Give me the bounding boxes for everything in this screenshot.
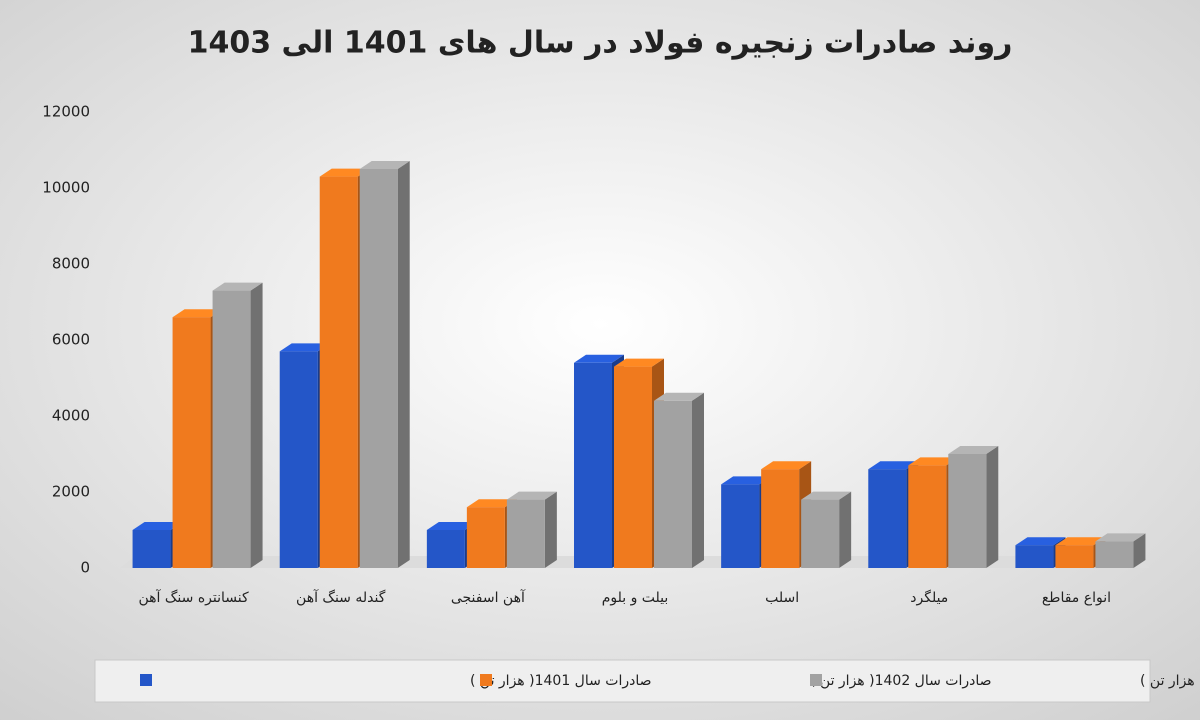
bar-top [574, 354, 624, 363]
bar-top [212, 282, 263, 291]
bar [1095, 541, 1134, 568]
bar-top [1015, 537, 1066, 546]
bar-side [544, 491, 557, 568]
x-tick-label: گندله سنگ آهن [296, 589, 386, 606]
x-tick-label: بیلت و بلوم [602, 590, 669, 606]
bar [868, 469, 907, 568]
bar-top [279, 343, 330, 352]
bar [279, 351, 318, 568]
bar-side [692, 392, 704, 568]
bar-top [1095, 533, 1146, 542]
bar [172, 317, 211, 568]
bar-side [1133, 533, 1146, 568]
bar [466, 507, 505, 568]
bar-top [908, 457, 959, 466]
bar-top [506, 491, 557, 500]
bar-top [359, 161, 410, 169]
bar [574, 362, 612, 568]
bar-top [868, 461, 919, 470]
y-tick-label: 8000 [52, 255, 90, 273]
legend-box [94, 659, 1151, 703]
y-tick-label: 0 [80, 559, 90, 577]
bar [654, 400, 692, 568]
bar-side [397, 161, 410, 568]
bar [948, 454, 987, 568]
y-tick-label: 4000 [52, 407, 90, 425]
y-tick-label: 10000 [42, 179, 90, 197]
bar-side [250, 282, 263, 568]
y-tick-label: 2000 [52, 483, 90, 501]
y-tick-label: 12000 [42, 103, 90, 121]
bar-side [839, 491, 852, 568]
legend-swatch [480, 674, 492, 686]
legend-label: صادرات سال 1401( هزار تن ) [470, 673, 652, 689]
x-tick-label: اسلب [765, 590, 799, 606]
bar [359, 169, 398, 568]
bar [212, 290, 251, 568]
bar-top [801, 491, 852, 500]
bar [721, 484, 760, 568]
bar [132, 530, 171, 568]
bar [1055, 545, 1094, 568]
bar [426, 530, 465, 568]
x-tick-label: میلگرد [910, 589, 948, 606]
bar-top [761, 461, 812, 470]
bar-top [426, 522, 477, 530]
bar-top [654, 392, 704, 401]
bar [614, 366, 652, 568]
bar-top [172, 309, 223, 318]
legend-label: صادرات سال 1402( هزار تن ) [810, 673, 992, 689]
bar [801, 499, 840, 568]
x-tick-label: انواع مقاطع [1042, 590, 1111, 606]
y-tick-label: 6000 [52, 331, 90, 349]
bar [761, 469, 800, 568]
bar-top [948, 446, 999, 454]
x-tick-label: آهن اسفنجی [451, 589, 526, 606]
bar-top [614, 358, 664, 367]
bar [506, 499, 545, 568]
bar-top [466, 499, 517, 508]
bar-side [986, 446, 999, 568]
bar-top [721, 476, 772, 485]
legend-label: صادرات سال 1403( هزار تن ) [1140, 673, 1200, 689]
legend-swatch [140, 674, 152, 686]
bar [1015, 545, 1054, 568]
bar [319, 176, 358, 568]
bar [908, 465, 947, 568]
legend-swatch [810, 674, 822, 686]
chart-title: روند صادرات زنجیره فولاد در سال های 1401… [188, 26, 1013, 61]
bar-top [1055, 537, 1106, 546]
bar-top [132, 522, 183, 530]
bar-top [319, 168, 370, 177]
x-tick-label: کنسانتره سنگ آهن [139, 589, 249, 606]
